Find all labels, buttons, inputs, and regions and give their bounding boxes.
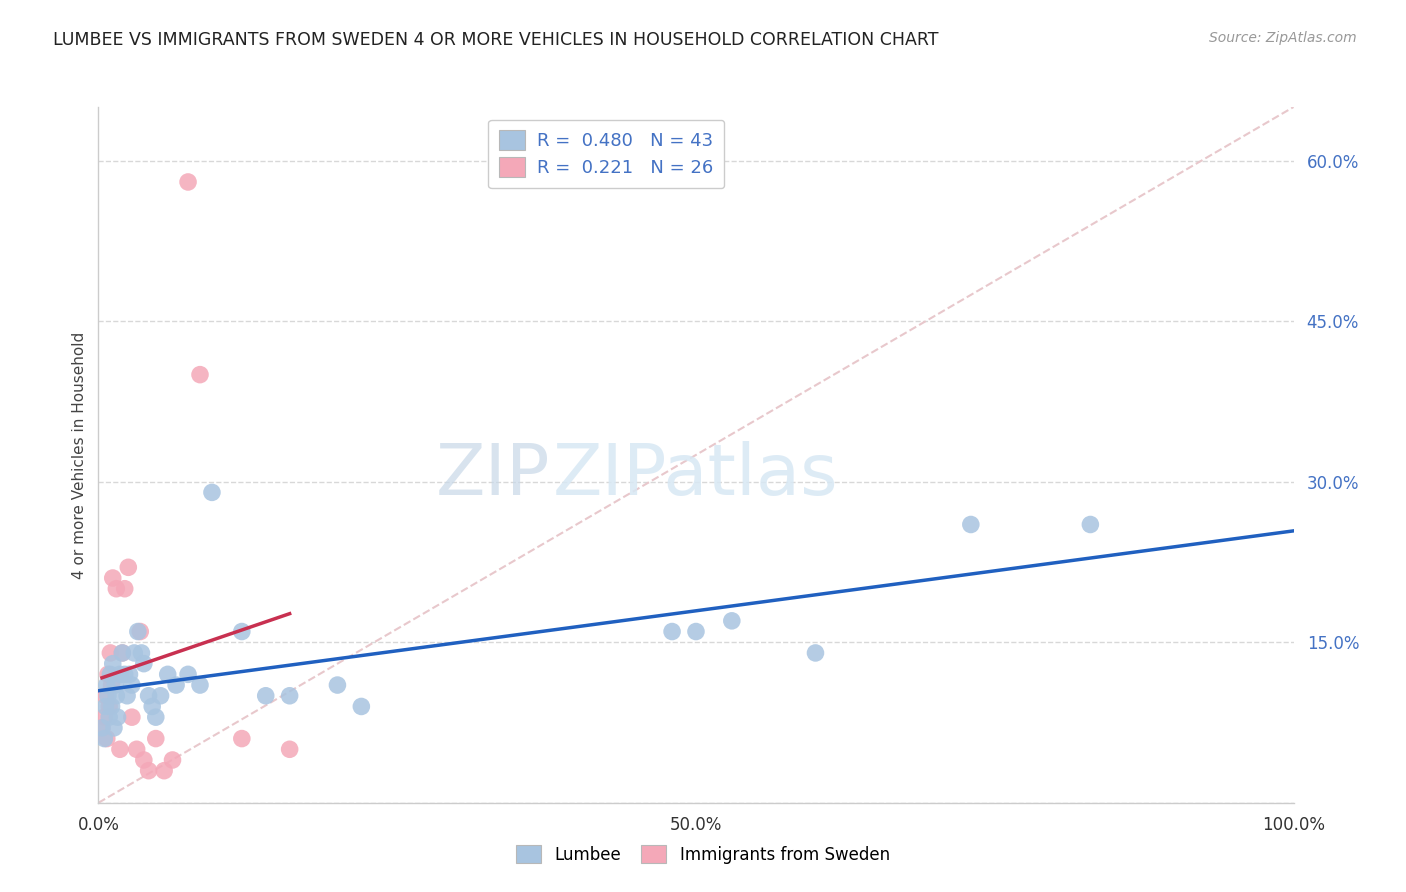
Point bbox=[121, 710, 143, 724]
Point bbox=[114, 582, 136, 596]
Point bbox=[96, 678, 118, 692]
Point bbox=[108, 667, 131, 681]
Point bbox=[93, 710, 115, 724]
Point bbox=[115, 689, 138, 703]
Text: ZIPatlas: ZIPatlas bbox=[553, 442, 839, 510]
Point bbox=[97, 667, 120, 681]
Point bbox=[98, 699, 121, 714]
Point bbox=[124, 646, 146, 660]
Point bbox=[105, 689, 128, 703]
Point bbox=[132, 753, 155, 767]
Point bbox=[177, 175, 200, 189]
Point bbox=[91, 721, 114, 735]
Point bbox=[131, 646, 153, 660]
Point bbox=[101, 657, 124, 671]
Point bbox=[100, 699, 122, 714]
Point bbox=[254, 689, 277, 703]
Point bbox=[231, 624, 253, 639]
Text: LUMBEE VS IMMIGRANTS FROM SWEDEN 4 OR MORE VEHICLES IN HOUSEHOLD CORRELATION CHA: LUMBEE VS IMMIGRANTS FROM SWEDEN 4 OR MO… bbox=[53, 31, 939, 49]
Point bbox=[165, 678, 187, 692]
Point bbox=[188, 678, 211, 692]
Legend: Lumbee, Immigrants from Sweden: Lumbee, Immigrants from Sweden bbox=[509, 838, 897, 871]
Point bbox=[685, 624, 707, 639]
Point bbox=[201, 485, 224, 500]
Point bbox=[98, 667, 122, 681]
Point bbox=[141, 699, 163, 714]
Point bbox=[118, 667, 141, 681]
Point bbox=[129, 624, 152, 639]
Point bbox=[100, 678, 122, 692]
Point bbox=[97, 689, 120, 703]
Legend: R =  0.480   N = 43, R =  0.221   N = 26: R = 0.480 N = 43, R = 0.221 N = 26 bbox=[488, 120, 724, 188]
Point bbox=[661, 624, 683, 639]
Point bbox=[117, 560, 139, 574]
Point bbox=[138, 764, 160, 778]
Point bbox=[105, 582, 128, 596]
Point bbox=[138, 689, 160, 703]
Point bbox=[93, 731, 115, 746]
Point bbox=[111, 646, 134, 660]
Point bbox=[278, 689, 301, 703]
Point bbox=[94, 699, 117, 714]
Point bbox=[804, 646, 827, 660]
Point bbox=[177, 667, 200, 681]
Point bbox=[91, 721, 114, 735]
Point bbox=[153, 764, 176, 778]
Point bbox=[156, 667, 179, 681]
Text: Source: ZipAtlas.com: Source: ZipAtlas.com bbox=[1209, 31, 1357, 45]
Point bbox=[960, 517, 983, 532]
Point bbox=[98, 646, 122, 660]
Point bbox=[350, 699, 373, 714]
Point bbox=[107, 710, 129, 724]
Point bbox=[125, 742, 148, 756]
Point bbox=[145, 731, 167, 746]
Point bbox=[98, 710, 121, 724]
Point bbox=[188, 368, 211, 382]
Point bbox=[111, 646, 134, 660]
Text: ZIP: ZIP bbox=[436, 442, 550, 510]
Point bbox=[132, 657, 155, 671]
Point bbox=[278, 742, 301, 756]
Point bbox=[114, 667, 136, 681]
Point bbox=[326, 678, 349, 692]
Point bbox=[231, 731, 253, 746]
Y-axis label: 4 or more Vehicles in Household: 4 or more Vehicles in Household bbox=[72, 331, 87, 579]
Point bbox=[721, 614, 744, 628]
Point bbox=[121, 678, 143, 692]
Point bbox=[149, 689, 172, 703]
Point bbox=[162, 753, 184, 767]
Point bbox=[96, 731, 118, 746]
Point bbox=[101, 571, 124, 585]
Point bbox=[104, 678, 127, 692]
Point bbox=[127, 624, 149, 639]
Point bbox=[103, 721, 125, 735]
Point bbox=[108, 742, 131, 756]
Point bbox=[1080, 517, 1102, 532]
Point bbox=[94, 689, 117, 703]
Point bbox=[145, 710, 167, 724]
